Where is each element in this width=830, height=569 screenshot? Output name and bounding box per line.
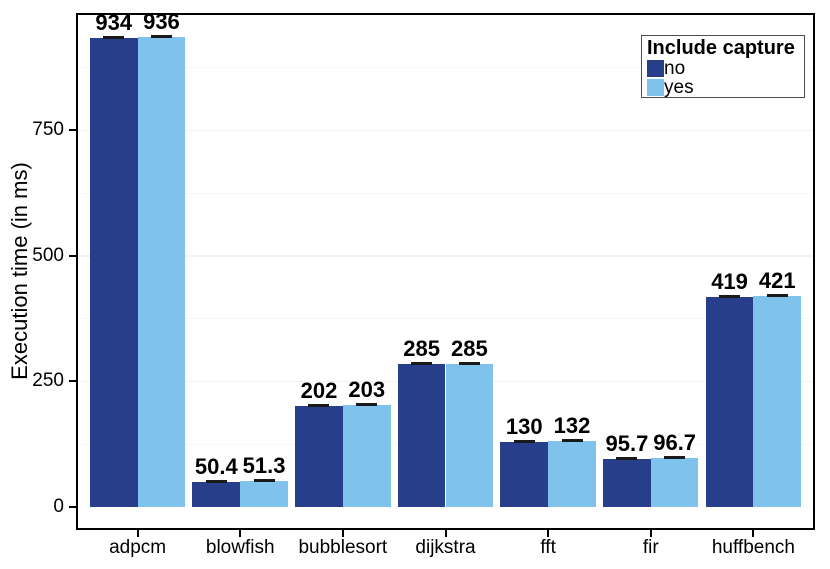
legend-items: no yes <box>647 59 799 97</box>
minor-gridline <box>76 192 815 194</box>
error-bar-cap <box>616 456 638 460</box>
x-tick-label: adpcm <box>109 537 167 558</box>
x-axis-tick <box>444 530 447 537</box>
bar-value-label: 130 <box>505 413 543 439</box>
y-tick-label: 750 <box>32 119 64 141</box>
y-tick-label: 500 <box>32 244 64 266</box>
x-axis-tick <box>649 530 652 537</box>
minor-gridline <box>76 67 815 69</box>
bar-value-label: 285 <box>451 335 488 361</box>
x-tick-label: fir <box>642 537 659 558</box>
bar-blowfish-no <box>192 481 241 507</box>
legend-swatch-no <box>647 60 664 77</box>
error-bar-cap <box>513 439 535 443</box>
error-bar-cap <box>356 403 378 407</box>
y-axis-tick <box>69 129 76 132</box>
x-tick-label: bubblesort <box>298 537 388 558</box>
y-axis-tick <box>69 505 76 508</box>
bar-value-label: 132 <box>553 412 591 438</box>
x-axis-tick <box>547 530 550 537</box>
x-axis-tick <box>239 530 242 537</box>
bar-value-label: 936 <box>143 9 180 35</box>
y-axis-title-text: Execution time (in ms) <box>7 162 32 380</box>
bar-dijkstra-no <box>397 363 446 507</box>
major-gridline <box>76 129 815 132</box>
x-tick-label: fft <box>540 537 556 558</box>
bar-value-label: 421 <box>758 267 796 293</box>
bar-adpcm-yes <box>137 37 186 507</box>
legend-item-yes: yes <box>647 78 799 97</box>
legend-item-no: no <box>647 59 799 78</box>
error-bar-cap <box>458 361 480 365</box>
x-axis-tick <box>136 530 139 537</box>
legend: Include capture no yes <box>641 35 805 98</box>
error-bar-cap <box>205 479 227 483</box>
y-axis-tick <box>69 254 76 257</box>
bar-blowfish-yes <box>240 481 288 507</box>
bar-bubblesort-no <box>295 405 343 507</box>
legend-item-label: no <box>664 58 686 79</box>
bar-adpcm-no <box>89 38 138 507</box>
bar-dijkstra-yes <box>445 363 494 507</box>
y-axis-tick <box>69 380 76 383</box>
bar-value-label: 96.7 <box>653 430 697 456</box>
bar-value-label: 934 <box>95 10 133 36</box>
error-bar-cap <box>253 479 275 483</box>
major-gridline <box>76 255 815 257</box>
bar-value-label: 95.7 <box>605 430 649 456</box>
error-bar-cap <box>308 403 330 407</box>
error-bar-cap <box>719 294 741 298</box>
bar-value-label: 50.4 <box>194 453 238 479</box>
bar-value-label: 203 <box>348 377 386 403</box>
bar-fft-yes <box>548 440 596 507</box>
bar-value-label: 419 <box>711 268 748 294</box>
error-bar-cap <box>561 438 583 442</box>
error-bar-cap <box>766 293 788 297</box>
x-axis-tick <box>341 530 344 537</box>
bar-fft-no <box>500 441 549 507</box>
error-bar-cap <box>150 35 172 39</box>
bar-huffbench-no <box>705 296 754 507</box>
bar-bubblesort-yes <box>342 405 391 507</box>
bar-value-label: 202 <box>300 377 338 403</box>
bar-huffbench-yes <box>753 295 802 507</box>
x-axis-tick <box>752 530 755 537</box>
x-tick-label: huffbench <box>711 537 795 558</box>
bar-value-label: 51.3 <box>242 453 286 479</box>
y-tick-label: 250 <box>32 370 64 392</box>
bar-fir-no <box>603 458 651 507</box>
error-bar-cap <box>103 36 125 40</box>
error-bar-cap <box>411 361 433 365</box>
legend-title: Include capture <box>647 37 795 59</box>
legend-item-label: yes <box>664 77 694 98</box>
bar-fir-yes <box>650 458 699 507</box>
y-tick-label: 0 <box>53 495 64 517</box>
legend-swatch-yes <box>647 79 664 96</box>
x-tick-label: dijkstra <box>415 537 476 558</box>
x-tick-label: blowfish <box>205 537 275 558</box>
bar-value-label: 285 <box>403 335 440 361</box>
minor-gridline <box>76 318 815 320</box>
error-bar-cap <box>664 456 686 460</box>
